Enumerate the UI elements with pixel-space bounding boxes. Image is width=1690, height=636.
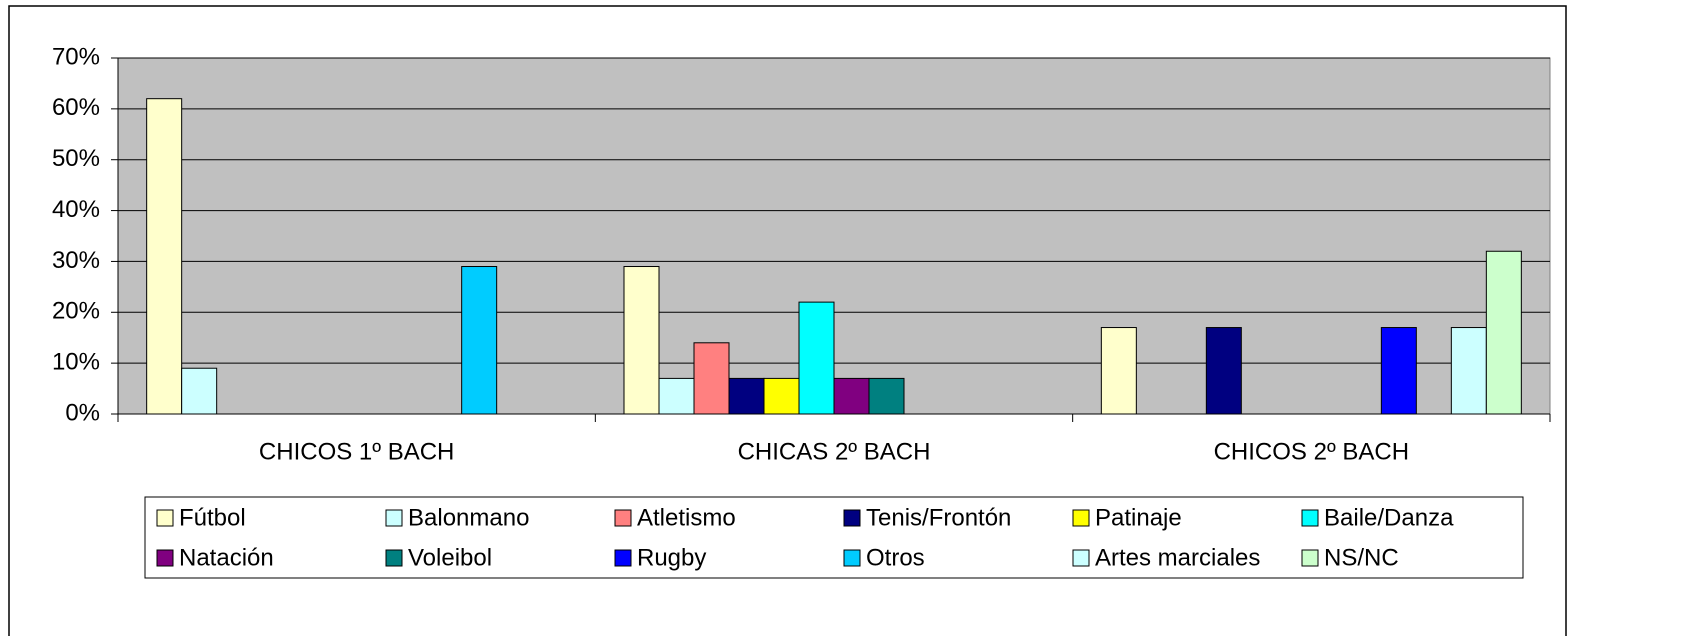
y-tick-label: 70% bbox=[52, 43, 100, 70]
bar bbox=[833, 377, 870, 415]
bar bbox=[146, 98, 183, 415]
y-tick-label: 60% bbox=[52, 94, 100, 121]
bar bbox=[658, 377, 695, 415]
legend-swatch bbox=[1072, 509, 1090, 527]
legend-label: Tenis/Frontón bbox=[866, 504, 1011, 531]
y-tick-label: 10% bbox=[52, 348, 100, 375]
legend-label: NS/NC bbox=[1324, 544, 1399, 571]
legend-swatch bbox=[156, 549, 174, 567]
y-tick-label: 30% bbox=[52, 247, 100, 274]
bar bbox=[728, 377, 765, 415]
bar bbox=[763, 377, 800, 415]
bar bbox=[693, 342, 730, 415]
bar bbox=[868, 377, 905, 415]
legend-label: Balonmano bbox=[408, 504, 529, 531]
bar bbox=[1380, 327, 1417, 415]
legend-swatch bbox=[614, 509, 632, 527]
legend-swatch bbox=[1072, 549, 1090, 567]
y-tick-label: 50% bbox=[52, 145, 100, 172]
legend-label: Otros bbox=[866, 544, 925, 571]
legend-label: Natación bbox=[179, 544, 274, 571]
x-tick-label: CHICAS 2º BACH bbox=[738, 438, 931, 465]
bar bbox=[1205, 327, 1242, 415]
legend-label: Baile/Danza bbox=[1324, 504, 1454, 531]
legend-swatch bbox=[1301, 549, 1319, 567]
legend-swatch bbox=[614, 549, 632, 567]
legend-swatch bbox=[843, 549, 861, 567]
legend-swatch bbox=[843, 509, 861, 527]
bar bbox=[461, 266, 498, 415]
legend-label: Rugby bbox=[637, 544, 706, 571]
bar bbox=[623, 266, 660, 415]
legend-label: Fútbol bbox=[179, 504, 246, 531]
legend bbox=[144, 496, 1524, 579]
x-tick-label: CHICOS 2º BACH bbox=[1214, 438, 1409, 465]
legend-label: Voleibol bbox=[408, 544, 492, 571]
legend-label: Atletismo bbox=[637, 504, 736, 531]
legend-swatch bbox=[385, 549, 403, 567]
bar bbox=[798, 301, 835, 415]
y-tick-label: 40% bbox=[52, 196, 100, 223]
bar bbox=[181, 367, 218, 415]
bar bbox=[1485, 250, 1522, 415]
y-tick-label: 20% bbox=[52, 298, 100, 325]
legend-swatch bbox=[156, 509, 174, 527]
legend-swatch bbox=[1301, 509, 1319, 527]
legend-swatch bbox=[385, 509, 403, 527]
bar bbox=[1450, 327, 1487, 415]
x-tick-label: CHICOS 1º BACH bbox=[259, 438, 454, 465]
y-tick-label: 0% bbox=[65, 399, 100, 426]
bar bbox=[1100, 327, 1137, 415]
legend-label: Artes marciales bbox=[1095, 544, 1260, 571]
legend-label: Patinaje bbox=[1095, 504, 1182, 531]
